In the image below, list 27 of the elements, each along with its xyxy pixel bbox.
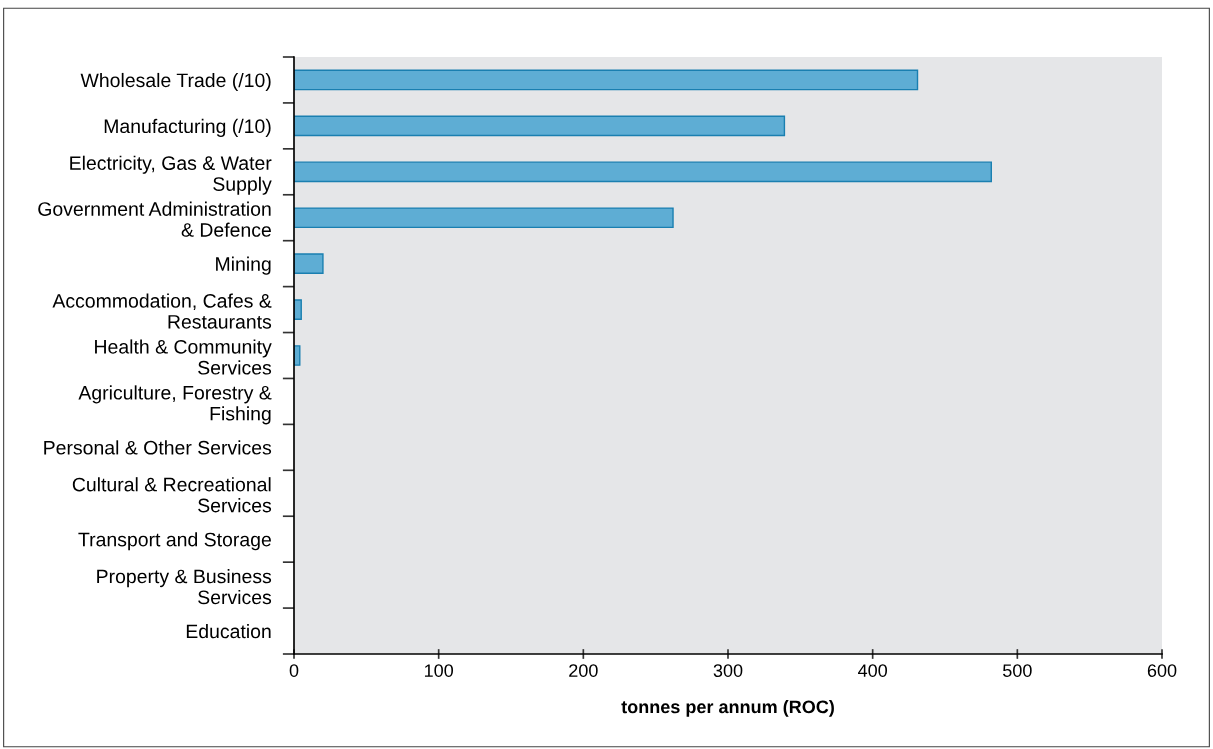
x-tick-label: 0 (289, 664, 299, 677)
x-tick-label: 100 (424, 664, 454, 677)
bar (294, 253, 324, 274)
bar (294, 207, 674, 229)
y-tick-label: Agriculture, Forestry & Fishing (78, 385, 272, 425)
y-tick-label: Electricity, Gas & Water Supply (70, 155, 272, 195)
x-tick-label: 500 (1002, 664, 1032, 677)
bar (294, 299, 302, 320)
y-tick-label: Transport and Storage (78, 532, 271, 551)
bar (294, 69, 919, 91)
y-tick-label: Accommodation, Cafes & Restaurants (52, 293, 272, 329)
x-tick-label: 300 (713, 664, 743, 677)
x-tick-label: 600 (1147, 664, 1177, 677)
y-tick-label: Education (186, 623, 271, 639)
bar (294, 161, 992, 183)
x-tick-label: 400 (858, 664, 888, 677)
y-tick-label: Wholesale Trade (/10) (80, 72, 271, 92)
y-tick-label: Personal & Other Services (44, 440, 272, 455)
x-axis-title: tonnes per annum (ROC) (621, 700, 834, 717)
y-tick-label: Cultural & Recreational Services (72, 477, 272, 513)
y-tick-label: Property & Business Services (97, 569, 272, 605)
y-tick-label: Mining (216, 256, 271, 275)
bar (294, 115, 786, 137)
y-tick-label: Manufacturing (/10) (104, 118, 271, 137)
x-tick-label: 200 (569, 664, 598, 677)
y-tick-label: Government Administration & Defence (38, 201, 271, 237)
y-tick-label: Health & Community Services (95, 339, 272, 375)
